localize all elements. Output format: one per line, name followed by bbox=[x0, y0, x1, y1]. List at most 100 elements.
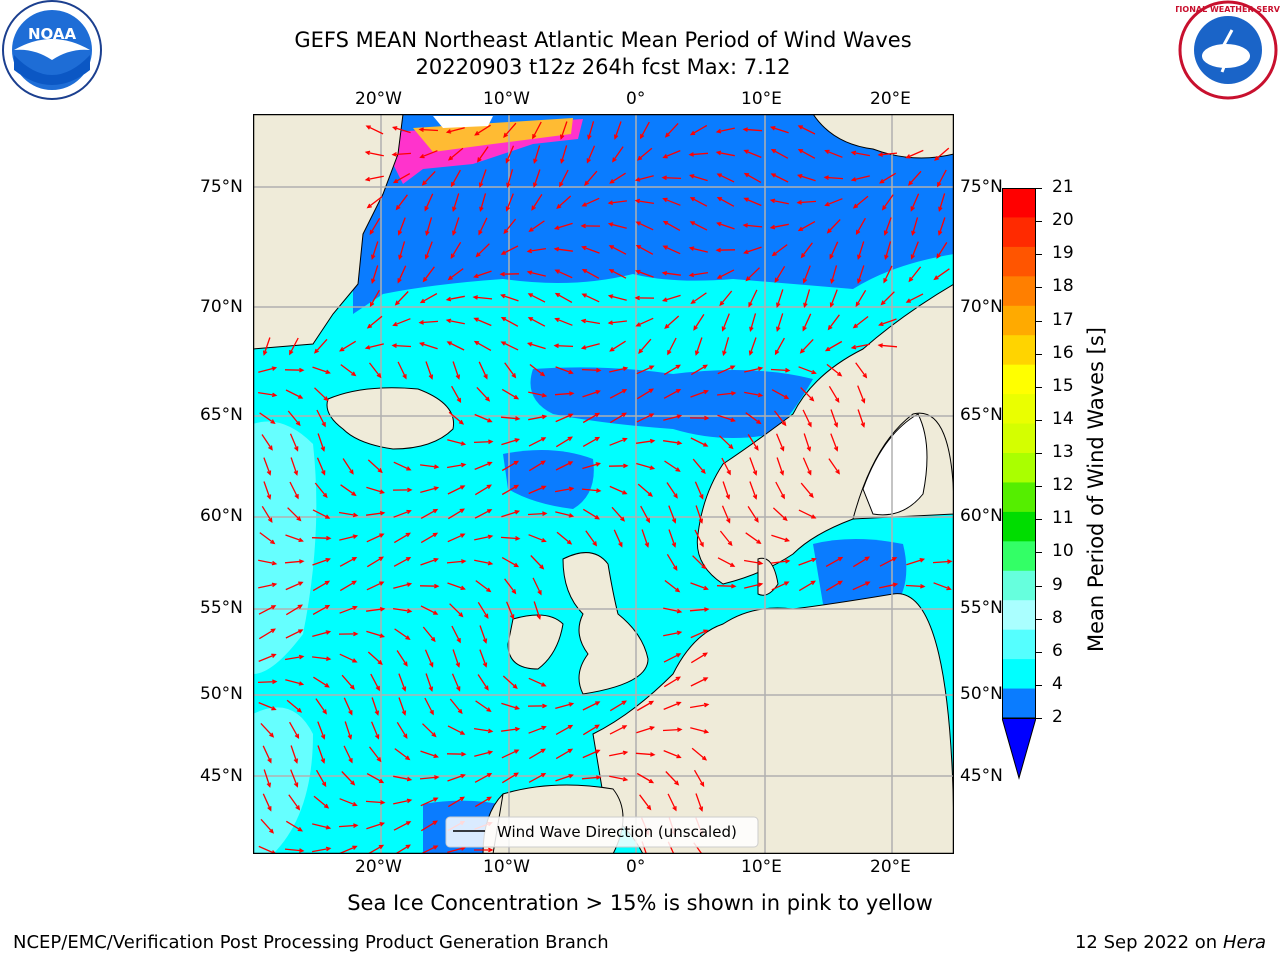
wave-direction-arrowhead bbox=[526, 270, 533, 275]
wave-direction-arrowhead bbox=[351, 556, 358, 562]
wave-direction-arrowhead bbox=[450, 253, 456, 259]
legend-label: Wind Wave Direction (unscaled) bbox=[497, 823, 737, 841]
wave-direction-arrow bbox=[664, 315, 680, 329]
wave-direction-arrow bbox=[826, 363, 842, 377]
wave-direction-arrowhead bbox=[745, 276, 751, 282]
wave-direction-arrowhead bbox=[884, 254, 889, 260]
wave-direction-arrowhead bbox=[810, 580, 816, 586]
wave-direction-arrow bbox=[582, 246, 600, 254]
wave-direction-arrow bbox=[533, 145, 541, 163]
wave-direction-arrow bbox=[773, 410, 787, 426]
wave-direction-arrowhead bbox=[676, 440, 683, 446]
wave-direction-arrow bbox=[261, 434, 273, 450]
wave-direction-arrow bbox=[582, 724, 600, 736]
wave-direction-arrowhead bbox=[860, 422, 866, 428]
wave-direction-arrow bbox=[560, 121, 568, 139]
wave-direction-arrowhead bbox=[364, 345, 371, 350]
wave-direction-arrowhead bbox=[433, 557, 439, 563]
wave-direction-arrow bbox=[585, 530, 597, 546]
colorbar-segment bbox=[1002, 246, 1036, 277]
blue-region-north bbox=[353, 114, 954, 314]
wave-direction-arrowhead bbox=[541, 414, 548, 420]
wave-direction-arrow bbox=[474, 341, 492, 351]
wave-direction-arrow bbox=[367, 195, 383, 209]
wave-direction-arrow bbox=[663, 198, 681, 206]
wave-direction-arrowhead bbox=[405, 755, 411, 761]
wave-direction-arrow bbox=[504, 362, 516, 378]
wave-direction-arrowhead bbox=[726, 469, 731, 476]
wave-direction-arrow bbox=[395, 291, 409, 305]
colorbar-tick-mark bbox=[1036, 519, 1042, 521]
blue-region-faroe bbox=[503, 450, 594, 509]
wave-direction-arrowhead bbox=[703, 702, 710, 708]
wave-direction-arrowhead bbox=[808, 492, 814, 499]
wave-direction-arrow bbox=[693, 314, 705, 330]
wave-direction-arrow bbox=[934, 268, 950, 280]
wave-direction-arrowhead bbox=[298, 559, 305, 564]
wave-direction-arrow bbox=[852, 343, 870, 349]
wave-direction-arrow bbox=[366, 175, 384, 181]
wave-direction-arrow bbox=[289, 337, 299, 355]
colorbar-tick-label: 6 bbox=[1052, 640, 1063, 661]
wave-direction-arrow bbox=[770, 368, 790, 372]
wave-direction-arrowhead bbox=[271, 366, 278, 371]
wave-direction-arrowhead bbox=[369, 301, 375, 308]
wave-direction-arrowhead bbox=[797, 174, 803, 179]
wave-direction-arrow bbox=[398, 241, 406, 259]
wave-direction-arrow bbox=[392, 344, 412, 348]
wave-direction-arrowhead bbox=[634, 295, 640, 301]
wave-direction-arrow bbox=[312, 509, 330, 519]
wave-direction-arrow bbox=[263, 481, 271, 499]
noaa-logo: NOAA bbox=[0, 0, 104, 100]
wave-direction-arrowhead bbox=[676, 753, 682, 759]
wave-direction-arrowhead bbox=[433, 464, 440, 470]
wave-direction-arrow bbox=[717, 173, 735, 183]
wave-direction-arrow bbox=[258, 653, 276, 663]
wave-direction-arrowhead bbox=[541, 725, 547, 731]
wave-direction-arrow bbox=[555, 318, 573, 326]
wave-direction-arrow bbox=[722, 337, 730, 355]
wave-direction-arrowhead bbox=[511, 589, 517, 595]
wave-direction-arrow bbox=[640, 505, 650, 523]
wave-direction-arrowhead bbox=[295, 420, 301, 427]
wave-direction-arrow bbox=[339, 606, 357, 614]
colorbar-tick-mark bbox=[1036, 254, 1042, 256]
wave-direction-arrow bbox=[474, 317, 492, 327]
wave-direction-arrowhead bbox=[553, 246, 560, 252]
wave-direction-arrowhead bbox=[690, 299, 696, 304]
wave-direction-arrow bbox=[663, 749, 681, 759]
wave-direction-arrowhead bbox=[406, 466, 412, 471]
wave-direction-arrow bbox=[422, 626, 436, 642]
wave-direction-arrow bbox=[263, 769, 271, 787]
wave-direction-arrowhead bbox=[662, 197, 668, 203]
wave-direction-arrowhead bbox=[595, 488, 602, 493]
wave-direction-arrow bbox=[555, 269, 573, 279]
wave-direction-arrow bbox=[636, 413, 654, 423]
wave-direction-arrowhead bbox=[553, 225, 560, 230]
wave-direction-arrowhead bbox=[567, 436, 573, 442]
wave-direction-arrowhead bbox=[638, 348, 644, 354]
wave-direction-arrow bbox=[500, 416, 520, 420]
wave-direction-arrowhead bbox=[743, 249, 749, 255]
wave-direction-arrow bbox=[528, 342, 546, 350]
wave-direction-arrowhead bbox=[532, 182, 538, 188]
wave-direction-arrow bbox=[825, 340, 843, 352]
wave-direction-arrow bbox=[906, 293, 924, 303]
wave-direction-arrow bbox=[503, 122, 517, 138]
wave-direction-arrowhead bbox=[406, 798, 413, 804]
wave-direction-arrow bbox=[258, 605, 276, 615]
wave-direction-arrow bbox=[933, 582, 951, 590]
wave-direction-arrowhead bbox=[729, 562, 736, 567]
wave-direction-arrowhead bbox=[908, 276, 914, 283]
wave-direction-arrowhead bbox=[770, 148, 777, 154]
wave-direction-arrow bbox=[393, 799, 411, 805]
lon-tick-bottom: 20°W bbox=[355, 857, 402, 877]
wave-direction-arrow bbox=[317, 721, 325, 739]
wave-direction-arrowhead bbox=[456, 686, 461, 692]
wave-direction-arrowhead bbox=[487, 418, 493, 423]
wave-direction-arrow bbox=[448, 147, 464, 161]
wave-direction-arrow bbox=[317, 433, 325, 451]
colorbar-tick-label: 14 bbox=[1052, 408, 1074, 429]
wave-direction-arrowhead bbox=[456, 397, 462, 404]
wave-direction-arrowhead bbox=[811, 557, 817, 563]
